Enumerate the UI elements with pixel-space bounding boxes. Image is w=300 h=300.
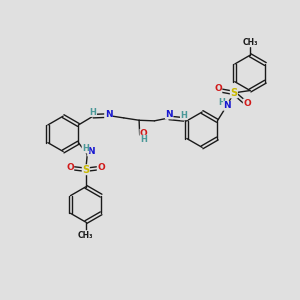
Text: N: N [165, 110, 173, 119]
Text: H: H [90, 107, 97, 116]
Text: N: N [224, 101, 231, 110]
Text: S: S [82, 165, 89, 175]
Text: H: H [82, 144, 89, 153]
Text: N: N [105, 110, 112, 119]
Text: N: N [88, 147, 95, 156]
Text: O: O [66, 163, 74, 172]
Text: CH₃: CH₃ [78, 231, 94, 240]
Text: H: H [140, 135, 147, 144]
Text: H: H [180, 111, 187, 120]
Text: S: S [230, 88, 238, 98]
Text: O: O [214, 84, 222, 93]
Text: O: O [243, 99, 251, 108]
Text: O: O [97, 163, 105, 172]
Text: H: H [218, 98, 225, 107]
Text: CH₃: CH₃ [242, 38, 258, 47]
Text: O: O [140, 129, 148, 138]
